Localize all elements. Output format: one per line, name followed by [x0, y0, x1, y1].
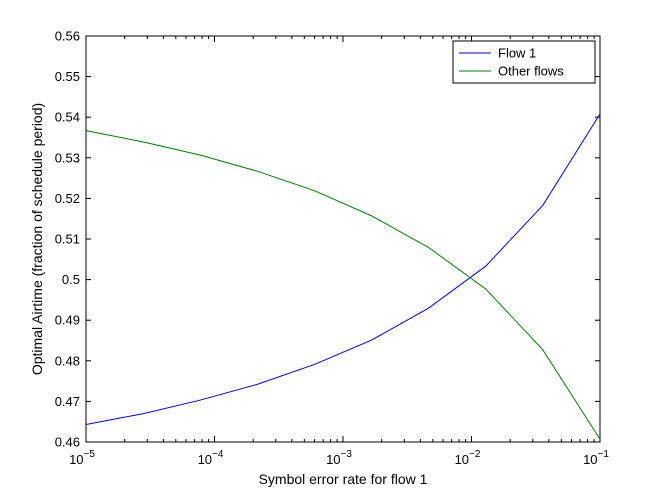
- series-lines: [85, 113, 601, 440]
- series-line-1: [85, 113, 601, 426]
- y-tick-label: 0.56: [55, 29, 80, 44]
- x-tick-label: 10−2: [455, 449, 481, 467]
- legend-box: [452, 40, 596, 84]
- x-tick-label: 10−3: [326, 449, 352, 467]
- y-tick-label: 0.46: [55, 435, 80, 450]
- x-tick-label: 10−1: [583, 449, 609, 467]
- y-tick-label: 0.53: [55, 150, 80, 165]
- y-axis-label: Optimal Airtime (fraction of schedule pe…: [29, 103, 45, 375]
- axis-ticks: 0.46 0.47 0.48 0.49 0.5 0.51 0.52 0.53 0.54 0.55 0…: [55, 29, 610, 468]
- series-line-2: [85, 130, 601, 440]
- x-tick-label: 10−4: [198, 449, 224, 467]
- y-tick-label: 0.47: [55, 394, 80, 409]
- y-tick-label: 0.52: [55, 191, 80, 206]
- legend: Flow 1 Other flows: [452, 40, 596, 84]
- plot-area: [85, 35, 601, 443]
- legend-label: Other flows: [498, 64, 564, 79]
- y-tick-label: 0.51: [55, 232, 80, 247]
- x-axis-label: Symbol error rate for flow 1: [259, 471, 428, 487]
- y-tick-label: 0.55: [55, 69, 80, 84]
- x-tick-label: 10−5: [69, 449, 95, 467]
- legend-label: Flow 1: [498, 46, 536, 61]
- y-tick-label: 0.49: [55, 313, 80, 328]
- y-tick-label: 0.54: [55, 110, 80, 125]
- y-tick-label: 0.5: [62, 272, 80, 287]
- y-tick-label: 0.48: [55, 353, 80, 368]
